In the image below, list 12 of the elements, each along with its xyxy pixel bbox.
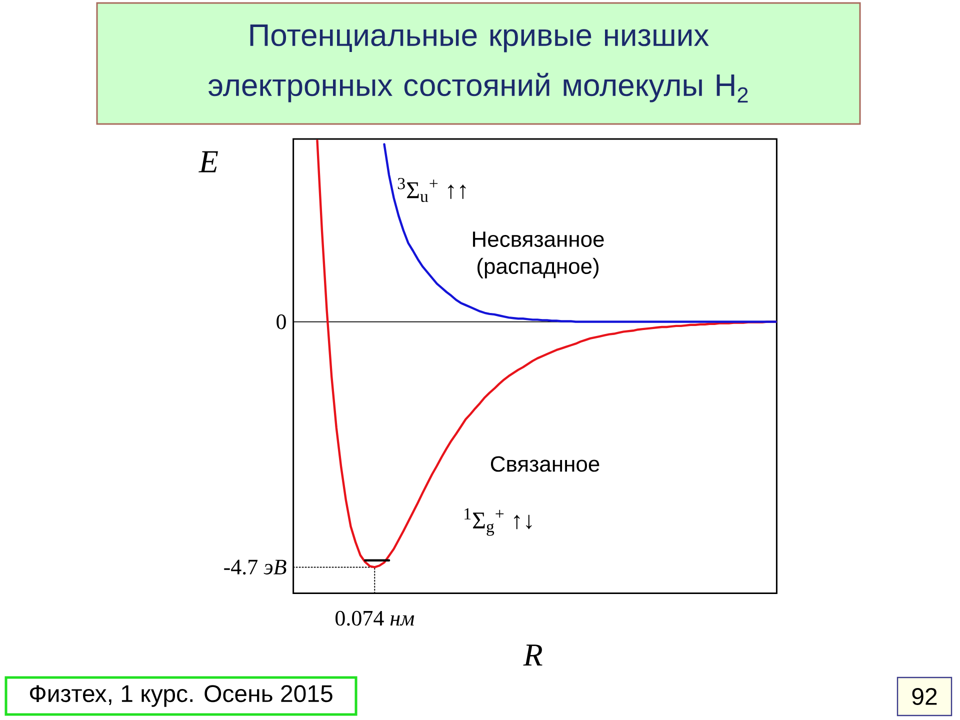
annotation: Несвязанное (распадное) xyxy=(473,232,604,278)
annotation: $^{1}$Σ$_{g}$$^{+}$ ↑↓ xyxy=(464,508,532,536)
annotation: Связанное xyxy=(490,456,600,472)
y-tick-label: 0 xyxy=(276,314,286,330)
chart-title: Потенциальные кривые низших электронных состояний молекулы H$_{2}$ xyxy=(208,24,748,102)
y-axis-title: E xyxy=(198,151,218,172)
y-tick-label: -4.7 эВ xyxy=(224,560,286,575)
text: Физтех, 1 курс. Осень 2015 xyxy=(30,685,332,707)
x-axis-title: R xyxy=(523,644,542,666)
annotation: $^{3}$Σ$_{u}$$^{+}$ ↑↑ xyxy=(398,178,466,202)
text: 92 xyxy=(912,688,937,705)
x-tick-label: 0.074 нм xyxy=(336,610,414,626)
